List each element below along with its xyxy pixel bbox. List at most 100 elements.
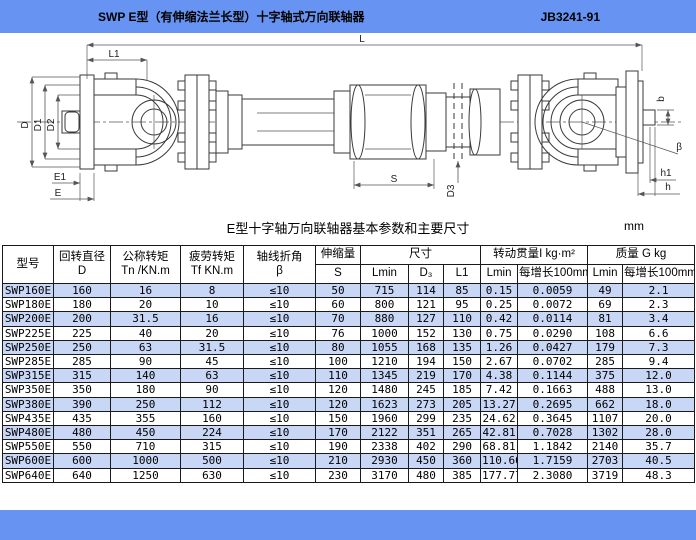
cell-G-per-100mm: 7.3 — [622, 339, 696, 356]
column-header-diameter: 回转直径 D — [53, 245, 111, 284]
cell-Tf: 500 — [180, 453, 244, 469]
cell-I-Lmin: 4.38 — [480, 368, 519, 384]
cell-D3: 194 — [408, 354, 444, 370]
dim-label-L1: L1 — [108, 49, 120, 60]
dim-label-L: L — [359, 34, 365, 45]
cell-I-per-100mm: 0.1144 — [517, 368, 589, 384]
technical-drawing: L L1 D D1 D2 E1 E — [2, 33, 694, 209]
cell-model: SWP640E — [2, 467, 54, 483]
cell-I-per-100mm: 1.7159 — [517, 453, 589, 469]
cell-Tf: 90 — [180, 382, 244, 398]
table-row: SWP435E 435 355 160 ≤10 150 1960 299 235 24.62 0.3… — [2, 410, 696, 427]
cell-D3: 299 — [408, 410, 444, 427]
cell-model: SWP285E — [2, 354, 54, 370]
cell-I-Lmin: 177.77 — [480, 467, 519, 483]
cell-D3: 402 — [408, 439, 444, 455]
cell-Lmin: 3170 — [360, 467, 409, 483]
cell-model: SWP435E — [2, 410, 54, 427]
cell-Tf: 16 — [180, 311, 244, 327]
cell-D: 250 — [53, 339, 111, 356]
cell-D3: 480 — [408, 467, 444, 483]
cell-Tn: 90 — [110, 354, 181, 370]
cell-beta: ≤10 — [243, 453, 316, 469]
column-header-model: 型号 — [2, 245, 54, 284]
standard-number: JB3241-91 — [540, 9, 600, 24]
cell-G-Lmin: 108 — [587, 325, 624, 341]
cell-Tf: 31.5 — [180, 339, 244, 356]
column-header-axis-angle: 轴线折角 β — [243, 245, 316, 284]
cell-D3: 127 — [408, 311, 444, 327]
cell-L1: 235 — [442, 410, 482, 427]
table-row: SWP550E 550 710 315 ≤10 190 2338 402 290 68.81 1.1… — [2, 439, 696, 455]
column-header-mass-lmin: Lmin — [587, 264, 624, 284]
cell-Lmin: 1960 — [360, 410, 409, 427]
cell-model: SWP350E — [2, 382, 54, 398]
cell-Tf: 224 — [180, 425, 244, 441]
column-header-fatigue-torque: 疲劳转矩 Tf KN.m — [180, 245, 244, 284]
dim-label-S: S — [391, 174, 398, 185]
cell-Tf: 315 — [180, 439, 244, 455]
cell-beta: ≤10 — [243, 325, 316, 341]
cell-D3: 114 — [408, 282, 444, 299]
cell-Tn: 450 — [110, 425, 181, 441]
cell-S: 100 — [315, 354, 361, 370]
cell-Tf: 63 — [180, 368, 244, 384]
cell-Lmin: 2122 — [360, 425, 409, 441]
cell-Tf: 160 — [180, 410, 244, 427]
cell-G-per-100mm: 20.0 — [622, 410, 696, 427]
page-title: SWP E型（有伸缩法兰长型）十字轴式万向联轴器 — [98, 10, 365, 24]
cell-G-Lmin: 488 — [587, 382, 624, 398]
cell-G-Lmin: 81 — [587, 311, 624, 327]
cell-S: 210 — [315, 453, 361, 469]
cell-D: 390 — [53, 396, 111, 412]
column-header-s: S — [315, 264, 361, 284]
cell-G-Lmin: 179 — [587, 339, 624, 356]
cell-Tn: 140 — [110, 368, 181, 384]
cell-model: SWP180E — [2, 297, 54, 313]
title-bar: SWP E型（有伸缩法兰长型）十字轴式万向联轴器 JB3241-91 — [0, 0, 696, 33]
cell-Lmin: 715 — [360, 282, 409, 299]
cell-G-per-100mm: 6.6 — [622, 325, 696, 341]
cell-Tn: 31.5 — [110, 311, 181, 327]
cell-G-per-100mm: 9.4 — [622, 354, 696, 370]
cell-S: 60 — [315, 297, 361, 313]
cell-I-per-100mm: 2.3080 — [517, 467, 589, 483]
cell-Lmin: 2930 — [360, 453, 409, 469]
table-caption: E型十字轴万向联轴器基本参数和主要尺寸 — [226, 220, 470, 236]
cell-S: 190 — [315, 439, 361, 455]
column-header-size-lmin: Lmin — [360, 264, 409, 284]
cell-model: SWP480E — [2, 425, 54, 441]
dim-label-D: D — [20, 121, 31, 128]
cell-I-Lmin: 42.81 — [480, 425, 519, 441]
cell-beta: ≤10 — [243, 297, 316, 313]
cell-S: 80 — [315, 339, 361, 356]
cell-S: 110 — [315, 368, 361, 384]
cell-beta: ≤10 — [243, 439, 316, 455]
cell-S: 150 — [315, 410, 361, 427]
cell-S: 50 — [315, 282, 361, 299]
cell-L1: 135 — [442, 339, 482, 356]
cell-Lmin: 1000 — [360, 325, 409, 341]
cell-Lmin: 1480 — [360, 382, 409, 398]
cell-Lmin: 1055 — [360, 339, 409, 356]
cell-I-Lmin: 24.62 — [480, 410, 519, 427]
cell-L1: 265 — [442, 425, 482, 441]
cell-I-per-100mm: 0.0290 — [517, 325, 589, 341]
cell-G-Lmin: 285 — [587, 354, 624, 370]
cell-D: 350 — [53, 382, 111, 398]
dim-label-E1: E1 — [54, 172, 67, 183]
cell-I-Lmin: 7.42 — [480, 382, 519, 398]
cell-L1: 150 — [442, 354, 482, 370]
cell-I-per-100mm: 0.3645 — [517, 410, 589, 427]
cell-D: 225 — [53, 325, 111, 341]
cell-Tn: 355 — [110, 410, 181, 427]
cell-D: 200 — [53, 311, 111, 327]
cell-model: SWP160E — [2, 282, 54, 299]
cell-G-Lmin: 2140 — [587, 439, 624, 455]
cell-L1: 85 — [442, 282, 482, 299]
cell-G-Lmin: 49 — [587, 282, 624, 299]
cell-Lmin: 1345 — [360, 368, 409, 384]
cell-G-Lmin: 69 — [587, 297, 624, 313]
cell-I-per-100mm: 0.7028 — [517, 425, 589, 441]
cell-Tf: 112 — [180, 396, 244, 412]
